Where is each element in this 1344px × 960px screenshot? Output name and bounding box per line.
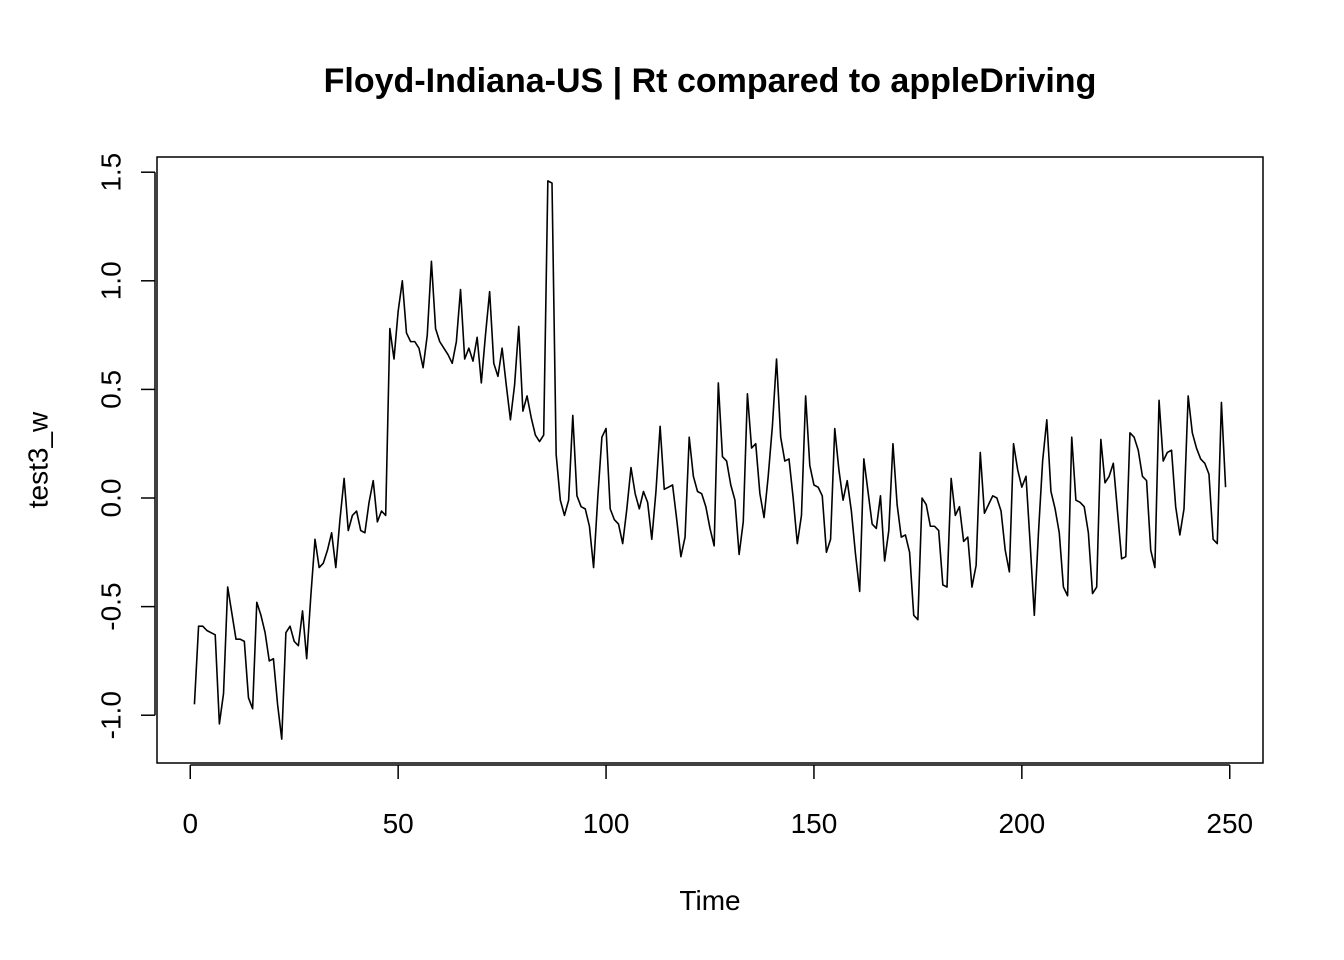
series-group [193, 180, 1227, 740]
y-tick-label: 0.0 [96, 479, 127, 518]
x-tick-label: 0 [182, 808, 198, 839]
y-tick-label: 1.5 [96, 153, 127, 192]
x-tick-label: 150 [791, 808, 838, 839]
y-tick-label: -1.0 [96, 691, 127, 739]
y-tick-label: -0.5 [96, 582, 127, 630]
chart-title: Floyd-Indiana-US | Rt compared to appleD… [324, 62, 1097, 100]
y-tick-label: 0.5 [96, 370, 127, 409]
x-tick-label: 100 [583, 808, 630, 839]
x-tick-label: 250 [1206, 808, 1253, 839]
y-tick-label: 1.0 [96, 261, 127, 300]
plot-area-border [156, 156, 1264, 764]
x-tick-label: 200 [998, 808, 1045, 839]
y-axis-label: test3_w [23, 411, 54, 508]
y-axis: -1.0 -0.5 0.0 0.5 1.0 1.5 [96, 153, 156, 739]
x-tick-label: 50 [383, 808, 414, 839]
x-axis-label: Time [679, 885, 740, 916]
x-axis: 0 50 100 150 200 250 [182, 764, 1253, 839]
series-line [193, 180, 1227, 740]
